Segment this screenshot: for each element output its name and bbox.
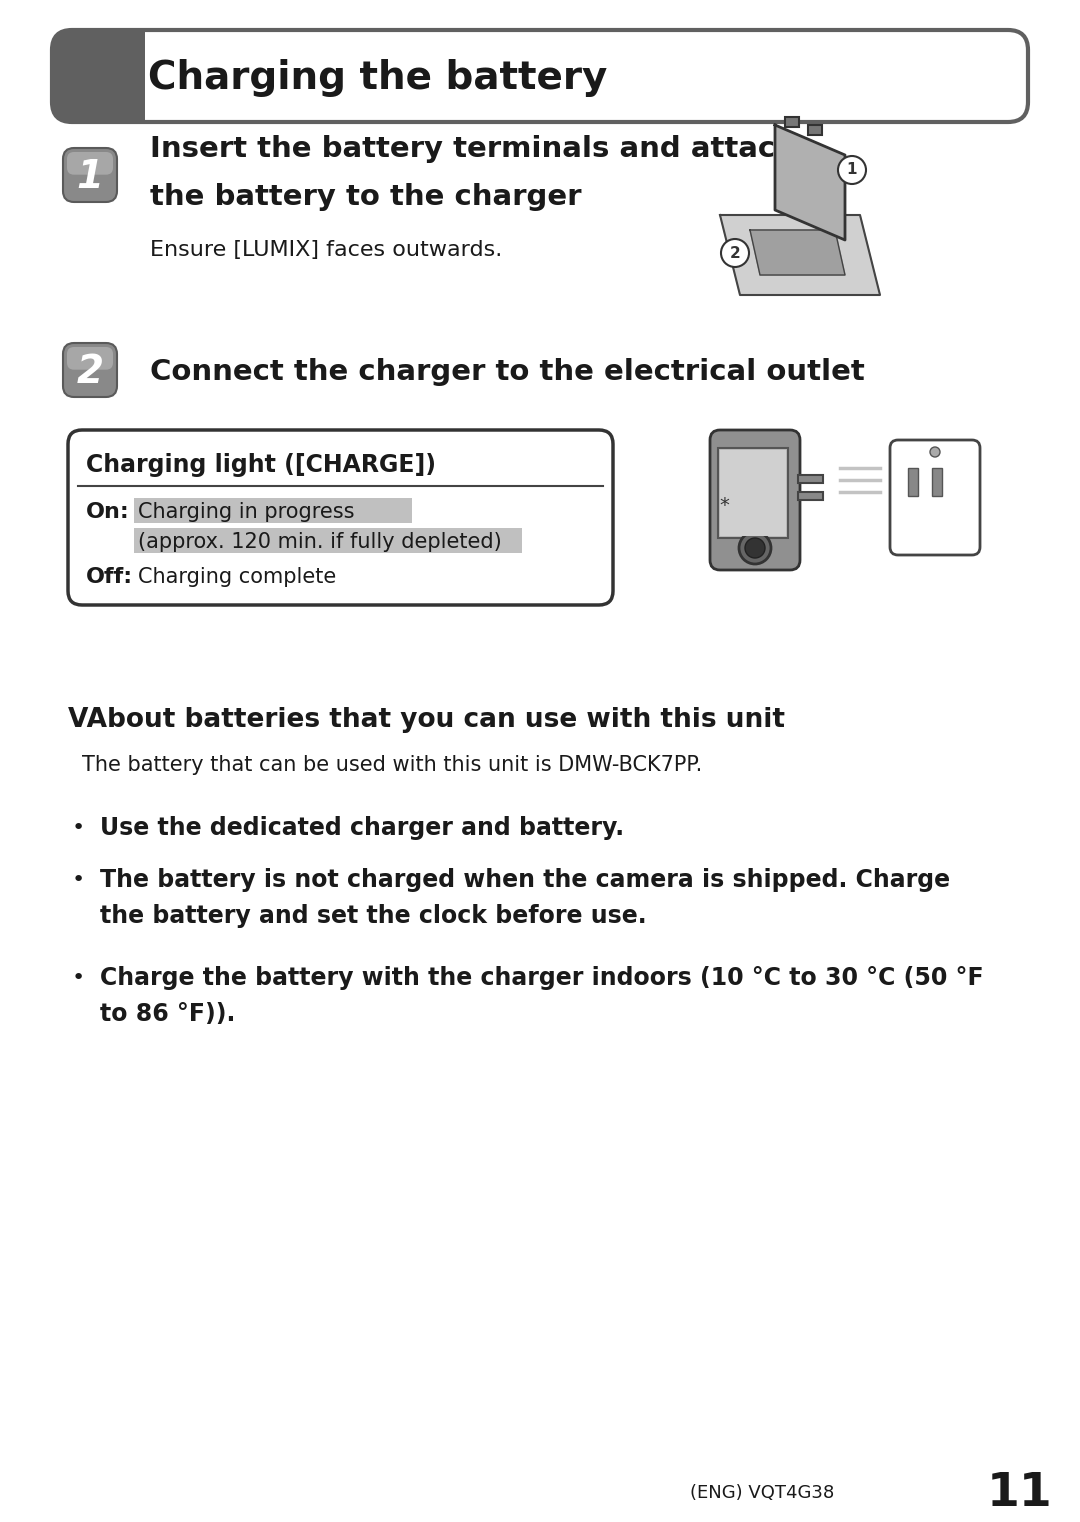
Polygon shape xyxy=(750,230,845,275)
Bar xyxy=(718,447,788,537)
Text: to 86 °F)).: to 86 °F)). xyxy=(100,1001,235,1026)
FancyBboxPatch shape xyxy=(52,30,135,122)
FancyBboxPatch shape xyxy=(890,440,980,556)
Circle shape xyxy=(739,533,771,565)
Text: Off:: Off: xyxy=(86,568,133,587)
Bar xyxy=(134,528,522,552)
Text: Ensure [LUMIX] faces outwards.: Ensure [LUMIX] faces outwards. xyxy=(150,240,502,260)
Text: The battery that can be used with this unit is DMW-BCK7PP.: The battery that can be used with this u… xyxy=(82,755,702,775)
Text: On:: On: xyxy=(86,502,130,522)
Circle shape xyxy=(721,239,750,266)
Bar xyxy=(932,467,942,496)
Bar xyxy=(798,492,823,501)
Text: 2: 2 xyxy=(730,245,741,260)
Text: the battery and set the clock before use.: the battery and set the clock before use… xyxy=(100,904,647,928)
Text: Connect the charger to the electrical outlet: Connect the charger to the electrical ou… xyxy=(150,358,865,387)
Text: 1: 1 xyxy=(847,163,858,178)
Circle shape xyxy=(930,447,940,457)
Text: 11: 11 xyxy=(987,1470,1053,1516)
Bar xyxy=(125,32,145,120)
Polygon shape xyxy=(720,215,880,295)
Text: (approx. 120 min. if fully depleted): (approx. 120 min. if fully depleted) xyxy=(138,533,502,552)
FancyBboxPatch shape xyxy=(52,30,1028,122)
Bar xyxy=(720,451,786,536)
Text: •: • xyxy=(72,817,85,839)
FancyBboxPatch shape xyxy=(67,347,113,370)
Text: 1: 1 xyxy=(77,158,104,196)
Text: Charge the battery with the charger indoors (10 °C to 30 °C (50 °F: Charge the battery with the charger indo… xyxy=(100,966,984,989)
Polygon shape xyxy=(775,125,845,240)
Text: *: * xyxy=(719,496,729,514)
Text: The battery is not charged when the camera is shipped. Charge: The battery is not charged when the came… xyxy=(100,868,950,892)
FancyBboxPatch shape xyxy=(68,431,613,606)
FancyBboxPatch shape xyxy=(710,431,800,571)
Text: VAbout batteries that you can use with this unit: VAbout batteries that you can use with t… xyxy=(68,708,785,734)
Bar xyxy=(908,467,918,496)
Text: Charging light ([CHARGE]): Charging light ([CHARGE]) xyxy=(86,454,436,476)
Text: 2: 2 xyxy=(77,353,104,391)
FancyBboxPatch shape xyxy=(63,342,117,397)
FancyBboxPatch shape xyxy=(67,152,113,175)
Circle shape xyxy=(745,537,765,559)
Text: (ENG) VQT4G38: (ENG) VQT4G38 xyxy=(690,1484,834,1502)
Text: Charging complete: Charging complete xyxy=(138,568,336,587)
Text: the battery to the charger: the battery to the charger xyxy=(150,183,581,212)
Text: •: • xyxy=(72,871,85,890)
FancyBboxPatch shape xyxy=(63,148,117,202)
Bar xyxy=(785,117,799,126)
Text: Insert the battery terminals and attach: Insert the battery terminals and attach xyxy=(150,135,796,163)
Text: •: • xyxy=(72,968,85,988)
Text: Charging the battery: Charging the battery xyxy=(148,59,607,97)
Text: Charging in progress: Charging in progress xyxy=(138,502,354,522)
Circle shape xyxy=(838,155,866,184)
Text: Use the dedicated charger and battery.: Use the dedicated charger and battery. xyxy=(100,816,624,840)
Bar xyxy=(134,498,411,524)
Bar xyxy=(808,125,822,135)
Bar xyxy=(798,475,823,482)
